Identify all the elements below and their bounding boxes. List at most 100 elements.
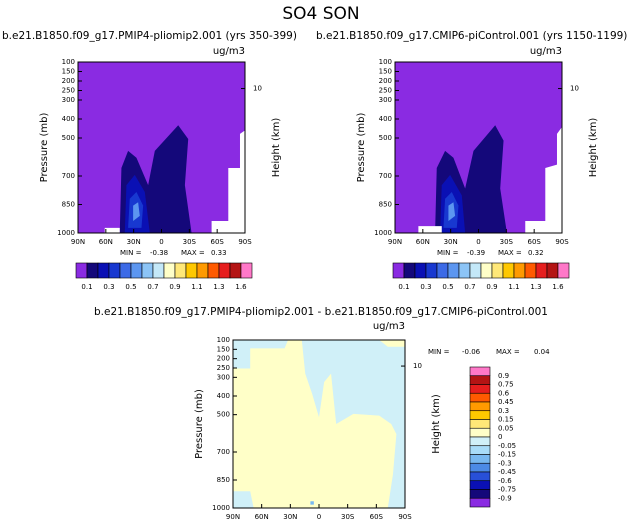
x-tick-label: 90N — [226, 513, 240, 521]
x-tick-label: 60N — [255, 513, 269, 521]
y-tick-label: 300 — [62, 96, 75, 104]
colorbar-label: 1.1 — [191, 283, 202, 291]
units: ug/m3 — [213, 46, 245, 57]
contour-fill — [448, 202, 456, 222]
panel-title: b.e21.B1850.f09_g17.CMIP6-piControl.001 … — [316, 30, 627, 42]
min-max-min: -0.39 — [467, 249, 485, 257]
min-max-min-label: MIN = — [428, 348, 450, 356]
y-tick-label: 100 — [379, 58, 392, 66]
x-tick-label: 30N — [127, 238, 141, 246]
colorbar-label: 0.3 — [498, 407, 509, 415]
y-tick-label: 150 — [62, 68, 75, 76]
colorbar-box — [229, 262, 242, 279]
panel-title: b.e21.B1850.f09_g17.PMIP4-pliomip2.001 -… — [94, 306, 548, 318]
x-tick-label: 90S — [398, 513, 412, 521]
y-axis-label: Pressure (mb) — [356, 113, 367, 183]
y-tick-label: 250 — [217, 364, 230, 372]
y-tick-label: 400 — [379, 115, 392, 123]
colorbar-box — [491, 262, 504, 279]
y-tick-label: 100 — [217, 336, 230, 344]
colorbar-box — [75, 262, 88, 279]
y-tick-label: 700 — [62, 172, 75, 180]
y-tick-label: 150 — [217, 345, 230, 353]
colorbar-box — [469, 462, 491, 473]
colorbar-box — [185, 262, 198, 279]
x-tick-label: 90N — [71, 238, 85, 246]
colorbar-box — [469, 410, 491, 420]
min-max-max: 0.33 — [211, 249, 227, 257]
plot-area — [78, 62, 245, 233]
colorbar-label: 1.6 — [235, 283, 247, 291]
colorbar-box — [108, 262, 121, 279]
y-tick-label: 200 — [379, 77, 392, 85]
units: ug/m3 — [530, 46, 562, 57]
colorbar-box — [403, 262, 416, 279]
colorbar-box — [174, 262, 187, 279]
y-tick-label: 400 — [217, 392, 230, 400]
contour-fill — [418, 226, 442, 233]
y-tick-label: 700 — [379, 172, 392, 180]
y-tick-label: 1000 — [212, 504, 230, 512]
y-tick-label: 200 — [62, 77, 75, 85]
y-tick-label: 850 — [217, 476, 230, 484]
y2-axis-label: Height (km) — [431, 394, 442, 454]
y-tick-label: 250 — [62, 87, 75, 95]
colorbar-box — [207, 262, 220, 279]
y-tick-label: 1000 — [374, 229, 392, 237]
colorbar-box — [469, 366, 491, 377]
colorbar-box — [163, 262, 176, 279]
colorbar-label: -0.3 — [498, 459, 512, 467]
colorbar-label: -0.15 — [498, 451, 516, 459]
x-tick-label: 90S — [555, 238, 569, 246]
y-tick-label: 500 — [379, 134, 392, 142]
y-tick-label: 100 — [62, 58, 75, 66]
colorbar-label: 0.9 — [486, 283, 497, 291]
contour-fill — [133, 202, 140, 222]
y-axis-label: Pressure (mb) — [39, 113, 50, 183]
y-tick-label: 850 — [379, 201, 392, 209]
colorbar-box — [469, 497, 491, 508]
colorbar-box — [240, 262, 253, 279]
panel-title: b.e21.B1850.f09_g17.PMIP4-pliomip2.001 (… — [2, 30, 297, 42]
colorbar-label: 0.5 — [442, 283, 453, 291]
x-tick-label: 60S — [210, 238, 224, 246]
y2-axis-label: Height (km) — [588, 118, 599, 178]
colorbar-label: 0.1 — [398, 283, 409, 291]
colorbar-box — [196, 262, 209, 279]
colorbar-box — [97, 262, 110, 279]
x-tick-label: 30S — [341, 513, 355, 521]
colorbar-box — [480, 262, 493, 279]
colorbar-label: 0.7 — [464, 283, 475, 291]
y-tick-label: 700 — [217, 448, 230, 456]
min-max-min-label: MIN = — [120, 249, 142, 257]
plot-area — [395, 62, 562, 233]
y-tick-label: 150 — [379, 68, 392, 76]
x-tick-label: 0 — [317, 513, 321, 521]
y-tick-label: 500 — [62, 134, 75, 142]
x-tick-label: 0 — [476, 238, 480, 246]
y-tick-label: 400 — [62, 115, 75, 123]
min-max-max-label: MAX = — [496, 348, 520, 356]
contour-fill — [233, 340, 397, 508]
contour-fill — [379, 340, 405, 347]
colorbar-box — [524, 262, 537, 279]
colorbar-box — [469, 427, 491, 438]
colorbar-box — [425, 262, 438, 279]
colorbar-box — [392, 262, 405, 279]
y-tick-label: 300 — [217, 373, 230, 381]
colorbar-label: 0.15 — [498, 416, 514, 424]
colorbar-label: 0.3 — [103, 283, 114, 291]
colorbar-label: 1.3 — [213, 283, 224, 291]
colorbar-box — [502, 262, 515, 279]
x-tick-label: 60S — [527, 238, 541, 246]
x-tick-label: 60S — [370, 513, 384, 521]
colorbar-box — [119, 262, 132, 279]
x-tick-label: 0 — [159, 238, 163, 246]
colorbar-box — [535, 262, 548, 279]
colorbar-label: 0.7 — [147, 283, 158, 291]
colorbar-label: -0.6 — [498, 477, 512, 485]
colorbar-label: 0.75 — [498, 381, 514, 389]
y-tick-label: 850 — [62, 201, 75, 209]
colorbar-box — [469, 419, 491, 429]
colorbar-box — [130, 262, 143, 279]
